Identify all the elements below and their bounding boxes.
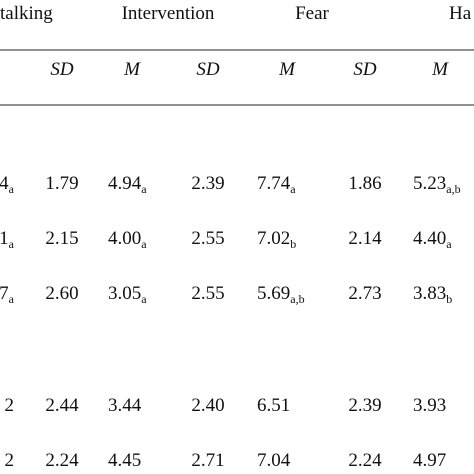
cell-subscript: a — [9, 182, 15, 196]
cell: 3.05a — [108, 283, 147, 306]
cell: 6.51 — [257, 395, 290, 416]
cell-subscript: a — [141, 237, 147, 251]
group-header: Ha — [449, 3, 472, 24]
cell-value: 2.24 — [45, 450, 79, 471]
cell-subscript: a,b — [446, 182, 460, 196]
cell: 2.60 — [45, 283, 78, 304]
cell: 5.23a,b — [413, 173, 461, 196]
cell-subscript: b — [290, 237, 296, 251]
cell-value: 5.23 — [413, 173, 446, 194]
cell-value: 2.24 — [348, 450, 382, 471]
cell: 4.97 — [413, 450, 446, 471]
cell-value: 4.97 — [413, 450, 446, 471]
column-header: SD — [50, 59, 74, 80]
cell-value: 4.94 — [108, 173, 142, 194]
cell-value: 5.69 — [257, 283, 290, 304]
cell: 2.40 — [191, 395, 224, 416]
cell: 4.00a — [108, 228, 147, 251]
cell: 7.74a — [257, 173, 296, 196]
cell-value: 3.05 — [108, 283, 141, 304]
column-header: M — [431, 59, 449, 80]
cell: 2.55 — [191, 228, 224, 249]
cell-value: 2.15 — [45, 228, 78, 249]
cell-value: 2.44 — [45, 395, 79, 416]
cell-value: 2.40 — [191, 395, 224, 416]
cell-value: 7.04 — [257, 450, 291, 471]
cell-subscript: b — [446, 292, 452, 306]
cell: 4.45 — [108, 450, 141, 471]
cell: 2 — [5, 450, 15, 471]
cell: 2.55 — [191, 283, 224, 304]
cell-value: 2.55 — [191, 283, 224, 304]
cell-subscript: a — [141, 292, 147, 306]
cell: 1a — [0, 228, 15, 251]
cell: 2.73 — [348, 283, 381, 304]
column-header: SD — [196, 59, 220, 80]
cell: 2.44 — [45, 395, 79, 416]
cell-value: 1 — [0, 228, 9, 249]
cell: 2.39 — [191, 173, 224, 194]
cell-value: 2.73 — [348, 283, 381, 304]
cell-value: 4 — [0, 173, 9, 194]
cell: 3.83b — [413, 283, 452, 306]
cell-value: 2 — [5, 450, 15, 471]
cell-value: 2.60 — [45, 283, 78, 304]
cell-subscript: a — [9, 237, 15, 251]
cell-subscript: a — [141, 182, 147, 196]
cell: 2.14 — [348, 228, 382, 249]
cell-subscript: a — [446, 237, 452, 251]
column-header: M — [123, 59, 141, 80]
cell-value: 7.02 — [257, 228, 290, 249]
cell-value: 1.86 — [348, 173, 381, 194]
group-header: Intervention — [122, 3, 215, 24]
cell-value: 2.55 — [191, 228, 224, 249]
cell-value: 3.83 — [413, 283, 446, 304]
cell: 7a — [0, 283, 15, 306]
cell-value: 4.45 — [108, 450, 141, 471]
cell-value: 4.00 — [108, 228, 141, 249]
cell: 2 — [5, 395, 15, 416]
cell: 7.02b — [257, 228, 296, 251]
cell: 5.69a,b — [257, 283, 305, 306]
cell: 7.04 — [257, 450, 291, 471]
cell-value: 4.40 — [413, 228, 446, 249]
cell: 1.79 — [45, 173, 78, 194]
cell-subscript: a — [290, 182, 296, 196]
column-header: SD — [353, 59, 377, 80]
cell-value: 7 — [0, 283, 9, 304]
cell: 2.39 — [348, 395, 381, 416]
cell-value: 2.39 — [191, 173, 224, 194]
cell: 2.24 — [45, 450, 79, 471]
cell-value: 2 — [5, 395, 15, 416]
cell-subscript: a,b — [290, 292, 304, 306]
cell: 2.71 — [191, 450, 224, 471]
cell: 2.24 — [348, 450, 382, 471]
cell-value: 3.93 — [413, 395, 446, 416]
cell-value: 3.44 — [108, 395, 142, 416]
cell: 4.40a — [413, 228, 452, 251]
cell-value: 6.51 — [257, 395, 290, 416]
group-header: Fear — [295, 3, 329, 24]
cell-value: 2.71 — [191, 450, 224, 471]
cell: 4a — [0, 173, 15, 196]
cell: 1.86 — [348, 173, 381, 194]
column-header: M — [278, 59, 296, 80]
cell: 4.94a — [108, 173, 147, 196]
cell-value: 2.14 — [348, 228, 382, 249]
cell-value: 7.74 — [257, 173, 291, 194]
cell-value: 2.39 — [348, 395, 381, 416]
cell-subscript: a — [9, 292, 15, 306]
cell: 3.93 — [413, 395, 446, 416]
cell: 2.15 — [45, 228, 78, 249]
group-header: talking — [0, 3, 53, 24]
cell: 3.44 — [108, 395, 142, 416]
cell-value: 1.79 — [45, 173, 78, 194]
